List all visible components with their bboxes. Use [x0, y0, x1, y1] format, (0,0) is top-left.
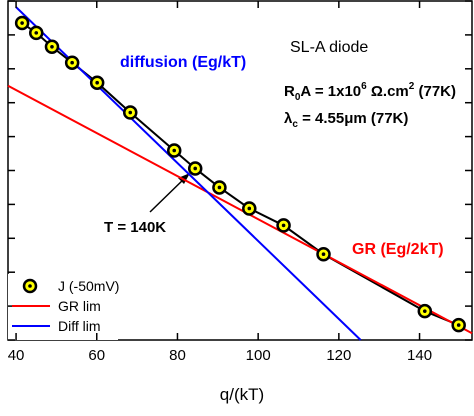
marker-dot: [128, 110, 133, 115]
arrow: [149, 176, 187, 213]
marker-dot: [172, 148, 177, 153]
marker-dot: [70, 60, 74, 65]
marker-dot: [281, 223, 286, 228]
legend-label: GR lim: [58, 298, 101, 314]
marker-dot: [50, 44, 54, 49]
annotation: GR (Eg/2kT): [352, 241, 444, 258]
marker-dot: [217, 185, 222, 190]
text-part: λ: [284, 110, 293, 127]
x-tick-label: 40: [8, 347, 25, 364]
text-part: Ω.cm: [367, 83, 409, 100]
text-part: A = 1x10: [300, 83, 361, 100]
marker-dot: [20, 21, 24, 25]
x-axis-label: q/(kT): [220, 385, 264, 404]
text-part: R: [284, 83, 295, 100]
annotation: R0A = 1x106 Ω.cm2 (77K): [284, 81, 456, 103]
series-line: [7, 84, 473, 335]
subscript: 0: [295, 92, 301, 103]
marker-dot: [95, 80, 99, 85]
text-part: (77K): [414, 83, 456, 100]
marker-dot: [193, 166, 198, 171]
superscript: 2: [409, 81, 415, 92]
x-tick-label: 140: [407, 347, 432, 364]
marker-dot: [34, 31, 39, 35]
subscript: c: [292, 119, 298, 130]
text-part: = 4.55μm (77K): [298, 110, 408, 127]
marker-dot: [247, 206, 252, 211]
legend-marker-dot: [28, 284, 32, 288]
marker-dot: [321, 252, 326, 257]
x-tick-label: 120: [326, 347, 351, 364]
marker-dot: [422, 309, 427, 313]
annotation: λc = 4.55μm (77K): [284, 110, 408, 130]
legend-label: Diff lim: [58, 318, 101, 334]
x-tick-label: 100: [246, 347, 271, 364]
annotation: diffusion (Eg/kT): [120, 54, 246, 71]
x-tick-label: 80: [169, 347, 186, 364]
annotation: T = 140K: [104, 219, 166, 236]
x-tick-label: 60: [88, 347, 105, 364]
annotation: SL-A diode: [290, 39, 368, 56]
superscript: 6: [361, 81, 367, 92]
marker-dot: [456, 323, 461, 327]
legend-label: J (-50mV): [58, 278, 119, 294]
